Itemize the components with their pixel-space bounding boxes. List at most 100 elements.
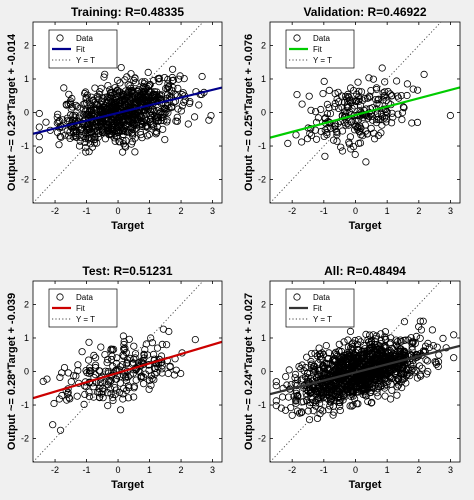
data-point: [134, 87, 142, 96]
data-point: [338, 127, 347, 135]
data-point: [104, 82, 112, 90]
data-point: [361, 382, 369, 390]
data-point: [291, 370, 300, 378]
data-point: [114, 127, 123, 135]
data-point: [326, 359, 334, 367]
data-point: [374, 370, 382, 379]
data-point: [307, 357, 315, 366]
data-point: [140, 119, 148, 127]
data-point: [129, 130, 137, 138]
data-point: [53, 128, 62, 136]
data-point: [293, 407, 302, 415]
data-point: [119, 332, 128, 340]
data-point: [107, 390, 115, 398]
data-point: [410, 368, 418, 376]
data-points: [272, 317, 458, 424]
data-point: [65, 90, 73, 98]
data-point: [353, 125, 362, 133]
legend-label-fit: Fit: [313, 304, 323, 313]
data-point: [340, 338, 348, 346]
data-point: [365, 74, 373, 82]
plot-panel-3: -2 -1 0 1 2 3 -2 -1 0 1 2 Test: R=0.51231 Target Outp…: [6, 264, 223, 491]
y-tick-label: -2: [21, 175, 29, 185]
data-point: [153, 129, 161, 137]
identity-line: [33, 22, 204, 203]
data-point: [331, 125, 339, 133]
data-point: [362, 350, 371, 358]
data-point: [392, 77, 401, 85]
data-point: [85, 392, 94, 401]
data-point: [293, 91, 301, 99]
data-point: [91, 133, 99, 141]
data-point: [369, 331, 377, 339]
data-point: [327, 382, 335, 390]
data-point: [308, 395, 317, 403]
data-point: [358, 359, 366, 367]
data-point: [412, 332, 421, 340]
data-point: [297, 398, 306, 406]
data-point: [297, 138, 306, 146]
data-point: [351, 150, 359, 159]
fit-line: [270, 344, 460, 396]
data-point: [170, 371, 178, 379]
data-point: [65, 393, 73, 402]
data-point: [347, 99, 355, 107]
data-point: [205, 116, 213, 124]
data-point: [63, 117, 71, 125]
data-point: [374, 96, 382, 104]
data-point: [142, 94, 150, 102]
x-tick-label: -1: [320, 206, 328, 216]
x-tick-label: 3: [210, 465, 215, 475]
x-tick-label: 2: [179, 465, 184, 475]
data-point: [117, 64, 125, 72]
data-point: [104, 389, 112, 397]
data-point: [155, 78, 163, 86]
y-axis-label: Output ~= 0.25*Target + -0.076: [243, 34, 255, 191]
data-point: [146, 376, 154, 384]
data-point: [381, 353, 389, 361]
data-point: [39, 377, 47, 385]
data-point: [159, 325, 167, 333]
data-point: [114, 86, 122, 95]
data-point: [323, 100, 331, 109]
data-point: [127, 87, 135, 95]
data-point: [367, 371, 375, 379]
data-point: [119, 91, 127, 99]
data-point: [351, 336, 359, 345]
data-point: [321, 152, 329, 160]
data-point: [104, 401, 112, 410]
data-point: [139, 373, 147, 381]
data-point: [101, 70, 109, 78]
y-tick-label: 0: [24, 367, 29, 377]
data-point: [158, 110, 166, 119]
data-point: [152, 130, 160, 138]
identity-line: [270, 22, 442, 203]
data-point: [351, 361, 359, 369]
data-point: [116, 138, 124, 146]
data-point: [131, 74, 139, 82]
data-point: [123, 73, 131, 81]
data-point: [311, 349, 319, 357]
data-point: [397, 92, 405, 100]
data-point: [106, 94, 114, 103]
data-point: [207, 112, 215, 120]
data-point: [404, 336, 412, 344]
data-point: [318, 392, 326, 400]
data-point: [153, 344, 162, 352]
data-point: [75, 123, 83, 131]
data-point: [35, 123, 43, 131]
data-points: [39, 325, 199, 434]
data-point: [77, 125, 85, 133]
data-point: [370, 129, 378, 137]
data-point: [403, 91, 411, 100]
data-point: [53, 113, 61, 121]
data-point: [352, 377, 360, 385]
data-point: [103, 95, 111, 103]
data-point: [111, 390, 119, 398]
data-point: [284, 139, 292, 147]
data-point: [393, 383, 401, 391]
data-point: [152, 127, 160, 135]
y-tick-label: 2: [261, 299, 266, 309]
x-tick-label: 0: [353, 465, 358, 475]
